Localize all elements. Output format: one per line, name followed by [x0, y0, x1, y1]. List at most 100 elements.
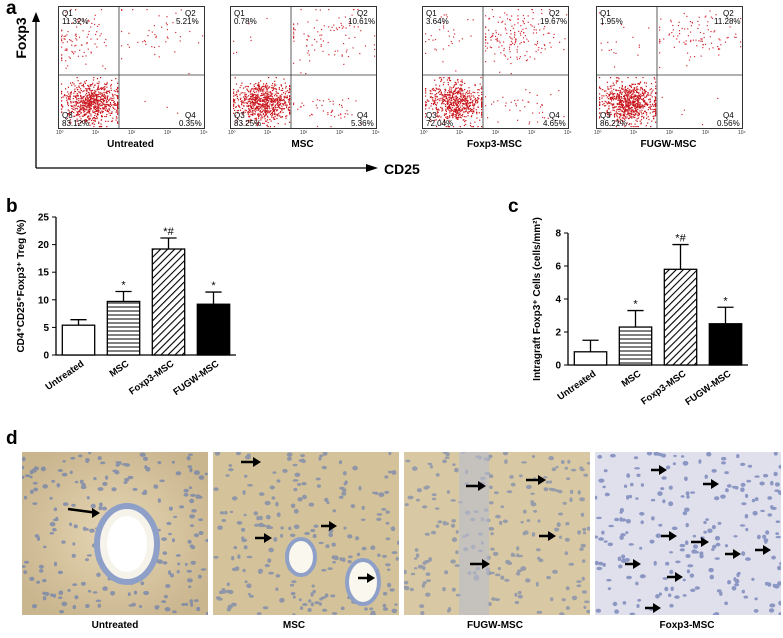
error-bar [70, 319, 87, 326]
category-label: FUGW-MSC [171, 358, 221, 398]
quadrant-q3: Q3 [234, 111, 245, 120]
category-label: FUGW-MSC [683, 368, 733, 408]
y-tick-label: 8 [555, 229, 561, 240]
category-label: MSC [620, 368, 644, 389]
tick-label: 10² [128, 130, 136, 136]
tick-label: 10⁴ [372, 130, 380, 136]
error-bar [582, 339, 599, 352]
quadrant-q4: Q4 [357, 111, 368, 120]
histology-image-foxp3-msc [595, 452, 781, 615]
flow-scatter [423, 7, 568, 128]
flow-scatter [59, 7, 204, 128]
panel-b-letter: b [6, 196, 18, 217]
y-axis-label: Intragraft Foxp3⁺ Cells (cells/mm²) [532, 217, 543, 381]
y-tick-label: 0 [43, 351, 49, 362]
tick-label: 10¹ [456, 130, 464, 136]
error-bar [672, 243, 689, 270]
quadrant-q1: Q1 [426, 9, 437, 18]
flow-plot-caption: Foxp3-MSC [467, 139, 522, 150]
y-tick-label: 15 [38, 268, 50, 279]
flow-plot: Q1 11.32% Q2 5.21% Q3 83.12% Q4 0.35% [58, 6, 205, 129]
significance-marker: * [211, 280, 216, 292]
histology-image-untreated [22, 452, 208, 615]
bar-untreated [61, 324, 96, 356]
error-bar [627, 309, 644, 328]
quadrant-q4-pct: 5.36% [351, 119, 374, 128]
quadrant-q1-pct: 0.78% [234, 17, 257, 26]
y-tick-label: 5 [43, 323, 49, 334]
quadrant-q4: Q4 [185, 111, 196, 120]
quadrant-q1-pct: 1.95% [600, 17, 623, 26]
y-tick-label: 25 [38, 213, 50, 224]
significance-marker: *# [675, 233, 686, 245]
significance-marker: * [633, 299, 638, 311]
quadrant-q3: Q3 [600, 111, 611, 120]
quadrant-q3-pct: 86.21% [600, 119, 628, 128]
tick-label: 10⁴ [200, 130, 208, 136]
quadrant-q1-pct: 11.32% [62, 17, 89, 26]
flow-scatter [231, 7, 376, 128]
flow-plot: Q1 0.78% Q2 10.61% Q3 83.25% Q4 5.36% [230, 6, 377, 129]
histology-caption-foxp3-msc: Foxp3-MSC [659, 620, 715, 631]
tick-label: 10² [300, 130, 308, 136]
bar-msc [618, 326, 653, 366]
tick-label: 10⁰ [56, 130, 64, 136]
category-label: Foxp3-MSC [639, 368, 688, 407]
panel-d-letter: d [6, 428, 18, 449]
y-tick-label: 2 [555, 328, 561, 339]
quadrant-q4-pct: 4.65% [543, 119, 566, 128]
quadrant-q3: Q3 [426, 111, 437, 120]
y-axis-label: CD4⁺CD25⁺Foxp3⁺ Treg (%) [16, 219, 27, 352]
category-label: Foxp3-MSC [127, 358, 176, 397]
bar-msc [106, 300, 141, 356]
y-tick-label: 20 [38, 240, 50, 251]
quadrant-q3-pct: 83.12% [62, 119, 90, 128]
histology-caption-msc: MSC [282, 620, 306, 631]
quadrant-q2: Q2 [357, 9, 368, 18]
flow-scatter [597, 7, 742, 128]
panel-c-letter: c [508, 196, 519, 217]
panel-a-letter: a [6, 0, 17, 19]
tick-label: 10² [666, 130, 674, 136]
category-label: Untreated [556, 368, 599, 403]
quadrant-q2: Q2 [549, 9, 560, 18]
bar-fugw-msc [196, 303, 231, 356]
cd25-axis-label: CD25 [384, 161, 420, 177]
flow-plot-caption: Untreated [107, 139, 154, 150]
flow-plot: Q1 3.64% Q2 19.67% Q3 72.04% Q4 4.65% [422, 6, 569, 129]
bar-untreated [573, 351, 608, 366]
quadrant-q4: Q4 [723, 111, 734, 120]
category-label: MSC [108, 358, 132, 379]
flow-axes-arrows [32, 12, 378, 172]
y-tick-label: 4 [555, 295, 561, 306]
error-bar [160, 237, 177, 250]
quadrant-q3-pct: 83.25% [234, 119, 262, 128]
quadrant-q2-pct: 11.28% [714, 17, 741, 26]
tick-label: 10³ [528, 130, 536, 136]
tick-label: 10¹ [264, 130, 272, 136]
quadrant-q1: Q1 [600, 9, 611, 18]
tick-label: 10² [492, 130, 500, 136]
error-bar [205, 291, 222, 305]
bar-foxp3-msc [151, 248, 186, 356]
flow-plot-caption: FUGW-MSC [640, 139, 697, 150]
histology-caption-fugw-msc: FUGW-MSC [467, 620, 523, 631]
tick-label: 10⁰ [594, 130, 602, 136]
y-tick-label: 0 [555, 361, 561, 372]
quadrant-q3: Q3 [62, 111, 73, 120]
significance-marker: * [723, 295, 728, 307]
histology-caption-untreated: Untreated [91, 620, 139, 631]
tick-label: 10³ [702, 130, 710, 136]
intragraft-bar-chart: 0 2 4 6 8 Intragraft Foxp3⁺ Cells (cells/mm²)… [532, 217, 748, 408]
y-tick-label: 10 [38, 295, 50, 306]
category-label: Untreated [44, 358, 87, 393]
quadrant-q4-pct: 0.35% [179, 119, 202, 128]
quadrant-q3-pct: 72.04% [426, 119, 454, 128]
error-bar [717, 306, 734, 324]
foxp3-axis-label: Foxp3 [13, 17, 29, 59]
quadrant-q2: Q2 [723, 9, 734, 18]
bar-fugw-msc [708, 323, 743, 366]
flow-plot: Q1 1.95% Q2 11.28% Q3 86.21% Q4 0.56% [596, 6, 743, 129]
tick-label: 10⁰ [420, 130, 428, 136]
tick-label: 10⁴ [738, 130, 746, 136]
